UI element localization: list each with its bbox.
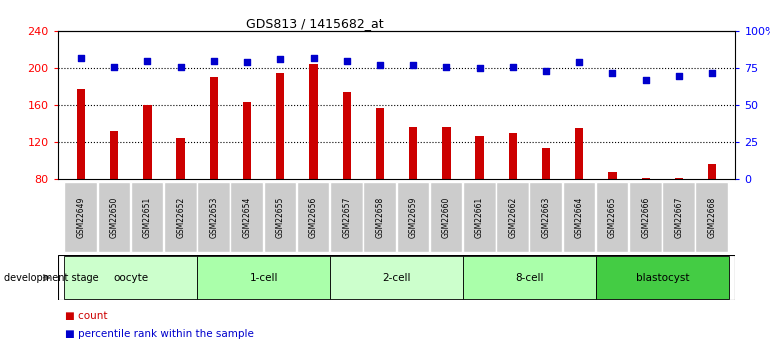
Title: GDS813 / 1415682_at: GDS813 / 1415682_at — [246, 17, 384, 30]
Point — [208, 58, 220, 63]
Bar — [475, 136, 484, 179]
FancyBboxPatch shape — [330, 183, 363, 252]
Bar — [409, 127, 417, 179]
Text: GSM22661: GSM22661 — [475, 197, 484, 238]
Bar — [243, 102, 251, 179]
Text: GSM22650: GSM22650 — [109, 197, 119, 238]
Point — [507, 64, 519, 69]
Point — [340, 58, 353, 63]
Point — [373, 62, 386, 68]
Point — [640, 77, 652, 83]
FancyBboxPatch shape — [530, 183, 562, 252]
Point — [407, 62, 420, 68]
Text: 2-cell: 2-cell — [382, 273, 411, 283]
Text: GSM22657: GSM22657 — [342, 197, 351, 238]
Bar — [575, 128, 584, 179]
FancyBboxPatch shape — [463, 256, 596, 299]
Point — [440, 64, 453, 69]
FancyBboxPatch shape — [65, 183, 97, 252]
Bar — [209, 77, 218, 179]
Text: GSM22665: GSM22665 — [608, 197, 617, 238]
FancyBboxPatch shape — [563, 183, 595, 252]
FancyBboxPatch shape — [65, 256, 197, 299]
Text: GSM22664: GSM22664 — [574, 197, 584, 238]
FancyBboxPatch shape — [496, 183, 529, 252]
FancyBboxPatch shape — [197, 256, 330, 299]
Text: GSM22651: GSM22651 — [143, 197, 152, 238]
Point — [673, 73, 685, 78]
FancyBboxPatch shape — [463, 183, 496, 252]
Point — [573, 59, 585, 65]
FancyBboxPatch shape — [662, 183, 695, 252]
Text: GSM22663: GSM22663 — [541, 197, 551, 238]
Bar — [608, 172, 617, 179]
Bar — [376, 108, 384, 179]
Point — [241, 59, 253, 65]
Text: ■ percentile rank within the sample: ■ percentile rank within the sample — [65, 329, 254, 339]
Point — [474, 66, 486, 71]
Text: GSM22654: GSM22654 — [243, 197, 252, 238]
Text: GSM22662: GSM22662 — [508, 197, 517, 238]
Point — [540, 68, 552, 74]
Text: GSM22660: GSM22660 — [442, 197, 451, 238]
Bar — [176, 138, 185, 179]
Text: GSM22655: GSM22655 — [276, 197, 285, 238]
Point — [175, 64, 187, 69]
Bar — [143, 105, 152, 179]
Point — [75, 55, 87, 60]
Text: 8-cell: 8-cell — [515, 273, 544, 283]
Point — [706, 70, 718, 75]
Bar — [110, 131, 119, 179]
Bar — [343, 92, 351, 179]
Bar — [442, 127, 450, 179]
Text: GSM22668: GSM22668 — [708, 197, 717, 238]
Bar — [509, 133, 517, 179]
FancyBboxPatch shape — [131, 183, 163, 252]
Text: 1-cell: 1-cell — [249, 273, 278, 283]
Bar — [641, 178, 650, 179]
Text: development stage: development stage — [4, 273, 99, 283]
Text: GSM22666: GSM22666 — [641, 197, 650, 238]
Text: ■ count: ■ count — [65, 311, 108, 321]
FancyBboxPatch shape — [297, 183, 330, 252]
FancyBboxPatch shape — [164, 183, 196, 252]
FancyBboxPatch shape — [230, 183, 263, 252]
Point — [141, 58, 153, 63]
FancyBboxPatch shape — [98, 183, 130, 252]
FancyBboxPatch shape — [596, 183, 628, 252]
Text: GSM22649: GSM22649 — [76, 197, 85, 238]
Point — [108, 64, 120, 69]
Text: GSM22656: GSM22656 — [309, 197, 318, 238]
FancyBboxPatch shape — [596, 256, 728, 299]
Text: blastocyst: blastocyst — [635, 273, 689, 283]
FancyBboxPatch shape — [695, 183, 728, 252]
FancyBboxPatch shape — [397, 183, 429, 252]
Point — [274, 57, 286, 62]
Bar — [310, 63, 318, 179]
Text: GSM22659: GSM22659 — [409, 197, 417, 238]
Point — [606, 70, 618, 75]
FancyBboxPatch shape — [197, 183, 229, 252]
Text: GSM22652: GSM22652 — [176, 197, 185, 238]
Bar — [77, 89, 85, 179]
FancyBboxPatch shape — [629, 183, 661, 252]
FancyBboxPatch shape — [430, 183, 462, 252]
Point — [307, 55, 320, 60]
Text: oocyte: oocyte — [113, 273, 149, 283]
Text: GSM22667: GSM22667 — [675, 197, 684, 238]
Bar — [542, 148, 551, 179]
FancyBboxPatch shape — [263, 183, 296, 252]
FancyBboxPatch shape — [330, 256, 463, 299]
FancyBboxPatch shape — [363, 183, 396, 252]
Text: GSM22653: GSM22653 — [209, 197, 219, 238]
Bar — [675, 178, 683, 179]
Bar — [276, 73, 284, 179]
Bar — [708, 164, 716, 179]
Text: GSM22658: GSM22658 — [376, 197, 384, 238]
